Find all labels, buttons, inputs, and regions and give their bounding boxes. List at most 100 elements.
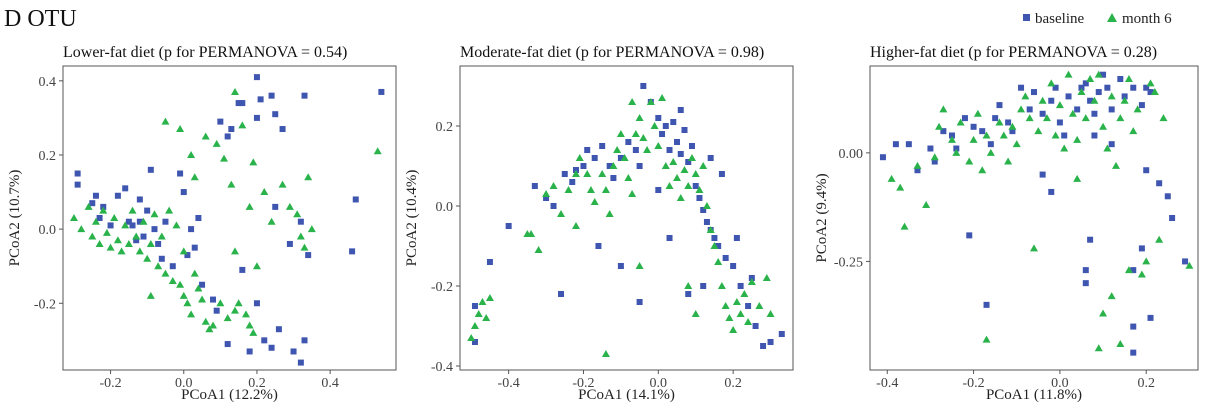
x-tick-label: -0.4	[498, 376, 520, 391]
month6-point	[695, 186, 704, 193]
month6-point	[702, 202, 711, 209]
month6-point	[1073, 135, 1082, 143]
figure-label: D OTU	[4, 6, 77, 32]
baseline-point	[74, 170, 81, 177]
baseline-point	[1074, 106, 1081, 113]
month6-point	[732, 298, 741, 305]
baseline-point	[1147, 89, 1154, 96]
month6-point	[982, 131, 991, 139]
month6-point	[710, 242, 719, 249]
month6-point	[650, 122, 659, 129]
month6-point	[1142, 257, 1151, 265]
baseline-point	[1095, 89, 1102, 96]
baseline-point	[268, 344, 275, 351]
month6-point	[230, 247, 239, 255]
baseline-point	[1009, 128, 1016, 135]
month6-point	[249, 158, 258, 166]
month6-point	[527, 230, 536, 237]
month6-point	[534, 246, 543, 253]
baseline-point	[184, 252, 191, 259]
legend: baseline month 6	[1023, 11, 1172, 27]
month6-point	[691, 170, 700, 177]
y-axis-title: PCoA2 (9.4%)	[814, 173, 830, 262]
month6-point	[1064, 70, 1073, 78]
month6-point	[1107, 92, 1116, 100]
baseline-point	[217, 118, 224, 125]
month6-point	[969, 135, 978, 143]
baseline-point	[191, 244, 198, 251]
baseline-point	[550, 203, 557, 209]
baseline-point	[1130, 84, 1137, 91]
baseline-point	[591, 155, 598, 161]
baseline-point	[290, 348, 297, 355]
month6-point	[1077, 88, 1086, 96]
month6-point	[706, 226, 715, 233]
y-axis-title: PCoA2 (10.4%)	[404, 170, 420, 267]
baseline-point	[107, 222, 114, 229]
month6-point	[564, 186, 573, 193]
baseline-point	[778, 331, 785, 337]
month6-point	[252, 262, 261, 270]
baseline-point	[122, 185, 129, 192]
month6-point	[307, 225, 316, 233]
month6-point	[669, 158, 678, 165]
month6-point	[913, 161, 922, 169]
month6-point	[628, 190, 637, 197]
month6-point	[978, 166, 987, 174]
month6-point	[1094, 344, 1103, 352]
baseline-point	[892, 141, 899, 148]
month6-point	[1047, 79, 1056, 87]
baseline-point	[595, 243, 602, 249]
legend-month6-label: month 6	[1122, 11, 1172, 27]
x-axis-title: PCoA1 (12.2%)	[181, 387, 278, 403]
month6-point	[146, 239, 155, 247]
month6-point	[1012, 140, 1021, 148]
baseline-point	[617, 155, 624, 161]
baseline-point	[1039, 110, 1046, 117]
baseline-point	[1100, 71, 1107, 78]
month6-point	[740, 290, 749, 297]
month6-point	[216, 299, 225, 307]
baseline-point	[352, 196, 359, 203]
baseline-point	[1130, 267, 1137, 274]
month6-point	[168, 277, 177, 285]
month6-point	[1073, 174, 1082, 182]
baseline-point	[703, 219, 710, 225]
baseline-point	[711, 235, 718, 241]
baseline-point	[970, 123, 977, 130]
month6-point	[948, 135, 956, 143]
month6-point	[766, 310, 775, 317]
x-axis-title: PCoA1 (11.8%)	[986, 387, 1082, 403]
baseline-point	[707, 155, 714, 161]
baseline-point	[666, 235, 673, 241]
baseline-point	[169, 263, 176, 270]
month6-point	[296, 232, 305, 240]
month6-point	[896, 183, 905, 191]
baseline-point	[1048, 188, 1055, 195]
baseline-point	[114, 192, 121, 199]
baseline-point	[636, 163, 643, 169]
legend-baseline-marker	[1023, 14, 1030, 21]
month6-point	[658, 94, 667, 101]
baseline-point	[610, 175, 617, 181]
month6-point	[628, 98, 637, 105]
baseline-point	[305, 252, 312, 259]
baseline-point	[1091, 132, 1098, 139]
month6-point	[1038, 96, 1047, 104]
month6-point	[1150, 88, 1159, 96]
baseline-point	[632, 147, 639, 153]
month6-point	[762, 274, 771, 281]
y-tick-label: 0.0	[39, 223, 57, 238]
month6-point	[930, 153, 939, 161]
panel-title: Moderate-fat diet (p for PERMANOVA = 0.9…	[460, 44, 764, 61]
month6-point	[646, 98, 655, 105]
baseline-point	[996, 102, 1003, 109]
month6-point	[77, 225, 86, 233]
month6-point	[601, 186, 610, 193]
month6-point	[684, 182, 693, 189]
baseline-point	[617, 263, 624, 269]
month6-point	[549, 182, 558, 189]
month6-point	[687, 154, 696, 161]
baseline-point	[162, 218, 169, 225]
month6-point	[230, 306, 239, 314]
